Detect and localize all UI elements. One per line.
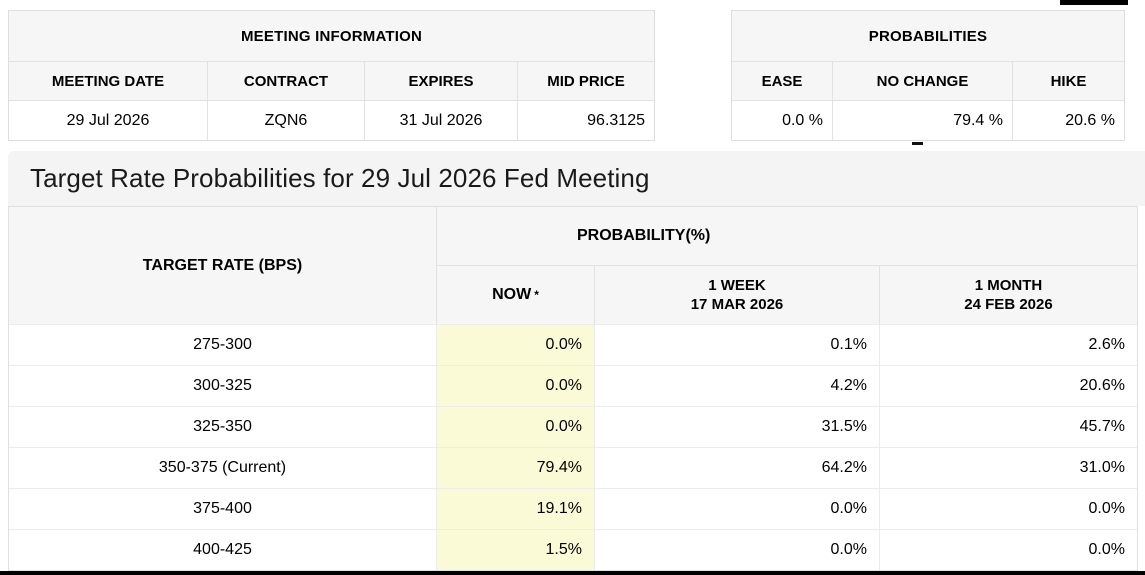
- table-row-now-value: 0.0%: [437, 365, 595, 406]
- table-row-now-value: 0.0%: [437, 324, 595, 365]
- one-month-label: 1 MONTH: [974, 277, 1043, 294]
- meeting-date-header: MEETING DATE: [9, 62, 208, 101]
- table-row-week-value: 0.0%: [595, 529, 880, 570]
- table-row-rate: 300-325: [9, 365, 437, 406]
- table-row-week-value: 0.1%: [595, 324, 880, 365]
- probabilities-data-row: 0.0 % 79.4 % 20.6 %: [732, 101, 1124, 140]
- mid-price-value: 96.3125: [518, 101, 654, 140]
- mid-price-header: MID PRICE: [518, 62, 654, 101]
- one-month-date: 24 FEB 2026: [964, 296, 1053, 313]
- one-month-column-header: 1 MONTH 24 FEB 2026: [880, 266, 1137, 324]
- table-row-month-value: 0.0%: [880, 529, 1137, 570]
- table-row-now-value: 79.4%: [437, 447, 595, 488]
- table-row-rate: 375-400: [9, 488, 437, 529]
- meeting-information-table: MEETING INFORMATION MEETING DATE CONTRAC…: [8, 10, 655, 141]
- table-row-week-value: 4.2%: [595, 365, 880, 406]
- table-row-week-value: 31.5%: [595, 406, 880, 447]
- meeting-information-title: MEETING INFORMATION: [9, 11, 654, 62]
- meeting-information-header-row: MEETING DATE CONTRACT EXPIRES MID PRICE: [9, 62, 654, 101]
- table-row-now-value: 1.5%: [437, 529, 595, 570]
- table-row-rate: 275-300: [9, 324, 437, 365]
- hike-value: 20.6 %: [1013, 101, 1124, 140]
- table-row-month-value: 2.6%: [880, 324, 1137, 365]
- probability-pct-header: PROBABILITY(%): [437, 207, 1137, 266]
- window-edge-bar-top: [1060, 0, 1128, 5]
- table-row-month-value: 20.6%: [880, 365, 1137, 406]
- no-change-header: NO CHANGE: [833, 62, 1013, 101]
- one-week-label: 1 WEEK: [708, 277, 766, 294]
- ease-header: EASE: [732, 62, 833, 101]
- one-week-date: 17 MAR 2026: [690, 296, 784, 313]
- ease-value: 0.0 %: [732, 101, 833, 140]
- no-change-value: 79.4 %: [833, 101, 1013, 140]
- resize-handle-dash[interactable]: [912, 142, 923, 145]
- one-week-column-header: 1 WEEK 17 MAR 2026: [595, 266, 880, 324]
- now-column-header: NOW *: [437, 266, 595, 324]
- expires-header: EXPIRES: [365, 62, 518, 101]
- hike-header: HIKE: [1013, 62, 1124, 101]
- now-asterisk: *: [534, 288, 539, 302]
- meeting-date-value: 29 Jul 2026: [9, 101, 208, 140]
- table-row-month-value: 31.0%: [880, 447, 1137, 488]
- table-row-month-value: 45.7%: [880, 406, 1137, 447]
- table-row-week-value: 0.0%: [595, 488, 880, 529]
- table-row-now-value: 0.0%: [437, 406, 595, 447]
- probabilities-header-row: EASE NO CHANGE HIKE: [732, 62, 1124, 101]
- page-title: Target Rate Probabilities for 29 Jul 202…: [30, 163, 650, 193]
- table-row-month-value: 0.0%: [880, 488, 1137, 529]
- now-label: NOW: [492, 286, 532, 303]
- meeting-information-data-row: 29 Jul 2026 ZQN6 31 Jul 2026 96.3125: [9, 101, 654, 140]
- window-edge-bar-bottom: [0, 571, 1145, 575]
- table-row-rate: 400-425: [9, 529, 437, 570]
- expires-value: 31 Jul 2026: [365, 101, 518, 140]
- table-row-rate: 350-375 (Current): [9, 447, 437, 488]
- contract-header: CONTRACT: [208, 62, 365, 101]
- table-row-week-value: 64.2%: [595, 447, 880, 488]
- table-row-rate: 325-350: [9, 406, 437, 447]
- section-title-band: Target Rate Probabilities for 29 Jul 202…: [8, 151, 1145, 206]
- table-row-now-value: 19.1%: [437, 488, 595, 529]
- probabilities-table: PROBABILITIES EASE NO CHANGE HIKE 0.0 % …: [731, 10, 1125, 141]
- target-rate-probabilities-table: TARGET RATE (BPS) PROBABILITY(%) NOW * 1 …: [8, 206, 1138, 571]
- contract-value: ZQN6: [208, 101, 365, 140]
- probabilities-title: PROBABILITIES: [732, 11, 1124, 62]
- target-rate-bps-header: TARGET RATE (BPS): [9, 207, 437, 324]
